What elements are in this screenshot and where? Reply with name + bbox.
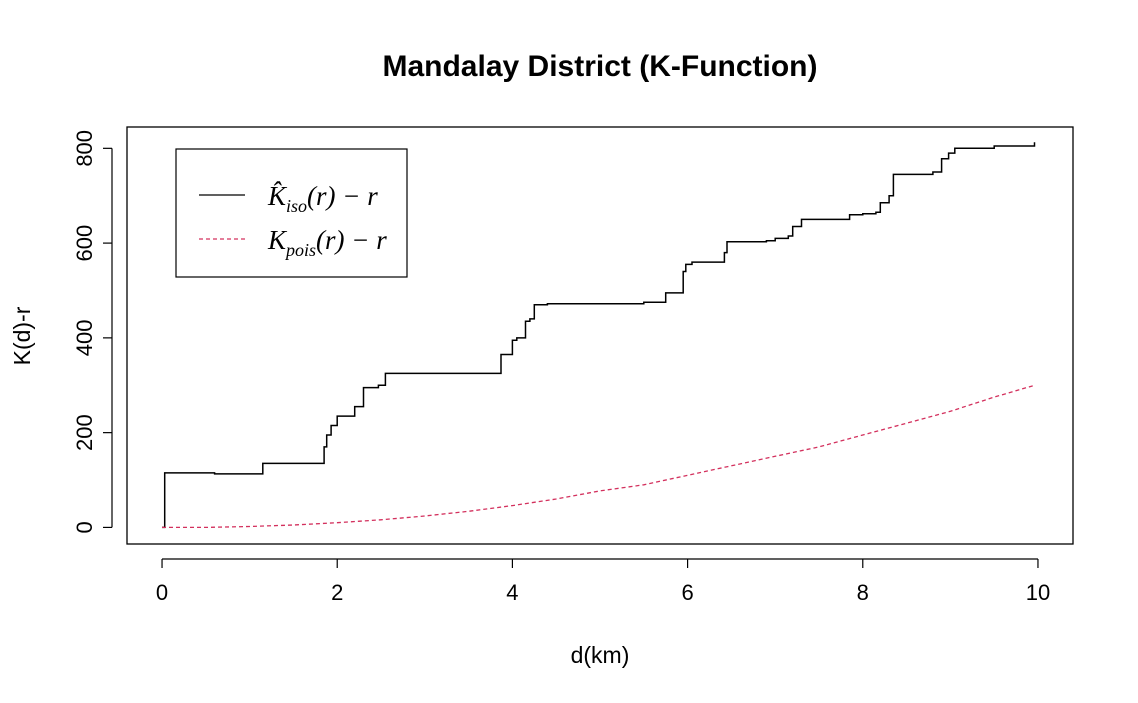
series-layer xyxy=(162,142,1036,529)
legend-label: K̂iso(r) − r xyxy=(267,181,378,216)
series-line-k-pois xyxy=(162,384,1035,529)
y-tick-label: 400 xyxy=(72,320,97,357)
legend-box xyxy=(175,148,408,278)
x-tick-label: 4 xyxy=(506,580,518,605)
y-tick-label: 800 xyxy=(72,130,97,167)
y-axis-label: K(d)-r xyxy=(9,306,35,365)
series-line-k-iso xyxy=(162,142,1036,529)
x-tick-label: 8 xyxy=(857,580,869,605)
y-tick-label: 600 xyxy=(72,225,97,262)
y-axis: 0 200 400 600 800 xyxy=(72,130,113,534)
chart-title: Mandalay District (K-Function) xyxy=(382,50,817,83)
legend-label-rest: (r) − r xyxy=(307,181,378,211)
legend-label-rest: (r) − r xyxy=(316,225,387,255)
legend-label-main: K xyxy=(267,225,288,255)
x-tick-label: 6 xyxy=(681,580,693,605)
legend-label-sub: iso xyxy=(286,196,307,216)
plot-area-border xyxy=(126,126,1074,545)
legend-label-main: K̂ xyxy=(267,181,288,211)
x-tick-label: 0 xyxy=(156,580,168,605)
y-tick-label: 200 xyxy=(72,414,97,451)
x-axis-label: d(km) xyxy=(571,642,630,668)
y-tick-label: 0 xyxy=(72,521,97,533)
x-axis: 0 2 4 6 8 10 xyxy=(156,558,1050,605)
x-tick-label: 2 xyxy=(331,580,343,605)
legend-label: Kpois(r) − r xyxy=(267,225,387,260)
legend-label-sub: pois xyxy=(284,240,316,260)
x-tick-label: 10 xyxy=(1026,580,1050,605)
